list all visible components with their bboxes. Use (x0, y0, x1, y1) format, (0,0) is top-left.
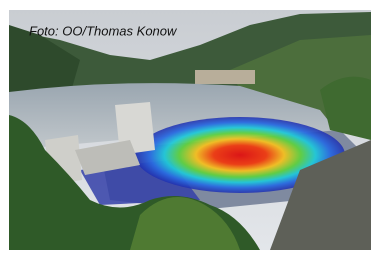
scene (9, 10, 371, 250)
page: {"image": {"caption": "Foto: OO/Thomas K… (0, 0, 378, 259)
photo-caption: Foto: OO/Thomas Konow (29, 23, 178, 38)
photo: Foto: OO/Thomas Konow (0, 0, 378, 259)
buildings (195, 70, 255, 84)
